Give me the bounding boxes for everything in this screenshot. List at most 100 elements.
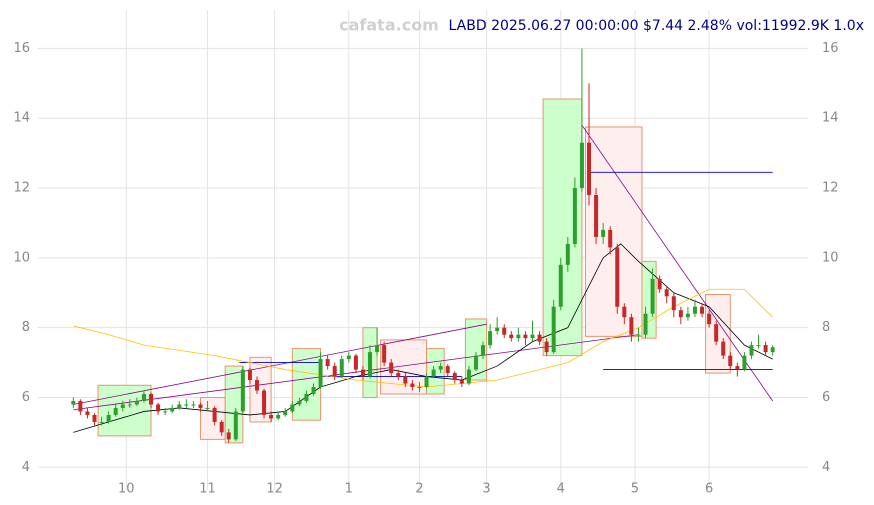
candle-body <box>311 387 316 394</box>
candle-body <box>254 380 259 391</box>
candle-body <box>629 317 634 335</box>
candle-body <box>149 394 154 405</box>
candle-body <box>191 404 196 406</box>
candle-body <box>389 362 394 374</box>
candle-body <box>551 306 556 353</box>
candle-body <box>770 347 775 353</box>
candle-body <box>650 278 655 314</box>
candle-body <box>608 229 613 248</box>
x-tick-label: 5 <box>631 482 639 497</box>
y-tick-label-right: 6 <box>822 390 830 405</box>
candle-body <box>290 404 295 412</box>
candle-body <box>579 142 584 189</box>
x-tick-label: 4 <box>557 482 565 497</box>
candle-body <box>742 355 747 370</box>
candle-body <box>671 296 676 311</box>
zone-box <box>97 384 152 437</box>
x-tick-label: 1 <box>345 482 353 497</box>
candle-body <box>749 345 754 356</box>
candle-body <box>297 400 302 405</box>
watermark: cafata.com <box>339 16 439 35</box>
chart-title: LABD 2025.06.27 00:00:00 $7.44 2.48% vol… <box>449 18 864 34</box>
candle-body <box>424 376 429 388</box>
candle-body <box>403 376 408 384</box>
y-tick-label-right: 12 <box>822 181 839 196</box>
candle-body <box>339 359 344 377</box>
candle-body <box>382 345 387 363</box>
trend-line <box>73 323 487 405</box>
candle-body <box>177 404 182 408</box>
candle-body <box>127 404 132 406</box>
y-tick-label-right: 14 <box>822 111 839 126</box>
candle-body <box>763 345 768 353</box>
candle-body <box>643 313 648 335</box>
candle-body <box>495 327 500 332</box>
candle-body <box>452 373 457 381</box>
candle-body <box>396 373 401 377</box>
candle-body <box>481 345 486 356</box>
candle-body <box>410 383 415 388</box>
candle-body <box>212 407 217 422</box>
candle-body <box>368 352 373 377</box>
candle-body <box>106 414 111 422</box>
y-tick-label-right: 4 <box>822 460 830 475</box>
candle-body <box>572 188 577 244</box>
candle-body <box>756 345 761 347</box>
candle-body <box>318 359 323 388</box>
moving-average <box>73 243 773 433</box>
candle-body <box>438 366 443 370</box>
moving-average <box>73 288 773 388</box>
candle-body <box>219 421 224 433</box>
candle-body <box>120 404 125 408</box>
candle-body <box>205 407 210 409</box>
candle-body <box>353 355 358 370</box>
candle-body <box>473 355 478 370</box>
candle-body <box>636 334 641 336</box>
candle-body <box>240 369 245 412</box>
candle-body <box>601 229 606 237</box>
candle-body <box>615 247 620 307</box>
candle-body <box>92 414 97 422</box>
x-tick-label: 3 <box>482 482 490 497</box>
candle-body <box>170 407 175 412</box>
zone-box <box>584 126 643 337</box>
x-tick-label: 12 <box>266 482 283 497</box>
y-tick-label-right: 8 <box>822 320 830 335</box>
candle-body <box>523 334 528 339</box>
candle-body <box>226 432 231 440</box>
candle-body <box>71 400 76 405</box>
candle-body <box>544 341 549 353</box>
candle-body <box>134 400 139 405</box>
candle-body <box>735 366 740 370</box>
candle-body <box>304 394 309 401</box>
x-tick-label: 10 <box>118 482 135 497</box>
candle-body <box>488 331 493 346</box>
candle-body <box>85 411 90 415</box>
candle-body <box>664 289 669 297</box>
candle-body <box>78 400 83 412</box>
candle-body <box>594 195 599 237</box>
candle-body <box>247 369 252 381</box>
candle-body <box>445 366 450 374</box>
candle-body <box>721 341 726 356</box>
y-tick-label-right: 10 <box>822 250 839 265</box>
candle-body <box>417 387 422 389</box>
candle-body <box>587 142 592 196</box>
candle-body <box>728 355 733 367</box>
candle-body <box>622 306 627 318</box>
candle-body <box>360 369 365 377</box>
y-tick-label: 8 <box>22 320 30 335</box>
candle-body <box>99 421 104 423</box>
candle-body <box>233 411 238 440</box>
zone-box <box>464 318 488 381</box>
y-tick-label: 10 <box>13 250 30 265</box>
candle-body <box>156 404 161 412</box>
candle-body <box>685 313 690 318</box>
y-tick-label: 16 <box>13 41 30 56</box>
candle-body <box>375 345 380 353</box>
x-tick-label: 11 <box>199 482 216 497</box>
candle-body <box>283 411 288 415</box>
y-tick-label-right: 16 <box>822 41 839 56</box>
candle-body <box>678 310 683 318</box>
